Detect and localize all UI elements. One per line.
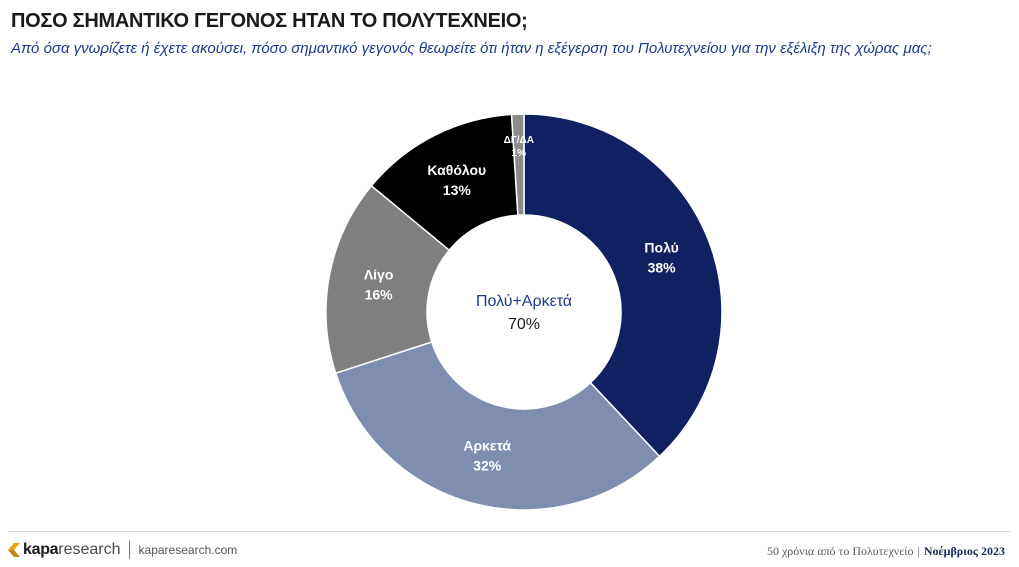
center-label: Πολύ+Αρκετά <box>476 293 572 310</box>
slice-value-label: 38% <box>648 260 677 276</box>
page-title: ΠΟΣΟ ΣΗΜΑΝΤΙΚΟ ΓΕΓΟΝΟΣ ΗΤΑΝ ΤΟ ΠΟΛΥΤΕΧΝΕ… <box>11 10 528 32</box>
slice-value-label: 16% <box>365 286 394 302</box>
brand-mark-icon <box>8 543 20 557</box>
chart-slices <box>325 113 723 511</box>
logo-separator <box>128 541 130 559</box>
slice-category-label: Λίγο <box>364 266 394 282</box>
slice-5 <box>510 113 525 216</box>
slice-value-label: 32% <box>473 457 502 473</box>
slice-1 <box>523 113 723 458</box>
footer-report-info: 50 χρόνια από το Πολυτεχνείο | Νοέμβριος 2… <box>767 544 1005 559</box>
slice-category-label: ΔΓ/ΔΑ <box>504 135 534 146</box>
slice-value-label: 1% <box>512 148 527 159</box>
report-name: 50 χρόνια από το Πολυτεχνείο <box>766 544 914 558</box>
slice-category-label: Καθόλου <box>427 162 486 178</box>
brand-name-bold: kapa <box>23 541 59 558</box>
slice-3 <box>325 184 451 375</box>
slice-value-label: 13% <box>443 182 472 198</box>
page-subtitle: Από όσα γνωρίζετε ή έχετε ακούσει, πόσο … <box>11 40 932 57</box>
brand-name-light: research <box>58 541 121 558</box>
slice-category-label: Αρκετά <box>463 437 511 453</box>
center-value: 70% <box>508 316 540 333</box>
report-date: Νοέμβριος 2023 <box>923 544 1005 558</box>
footer-divider <box>8 531 1011 532</box>
slice-category-label: Πολύ <box>644 240 678 256</box>
footer-separator: | <box>917 544 920 558</box>
slice-2 <box>334 341 661 511</box>
chart-slice-labels: Πολύ 38% Αρκετά 32% Λίγο 16% Καθόλου 13% ΔΓ/ΔΑ 1% <box>364 135 679 473</box>
website-link[interactable]: kaparesearch.com <box>138 543 238 557</box>
brand-logo: kapa research kaparesearch.com <box>8 539 237 561</box>
